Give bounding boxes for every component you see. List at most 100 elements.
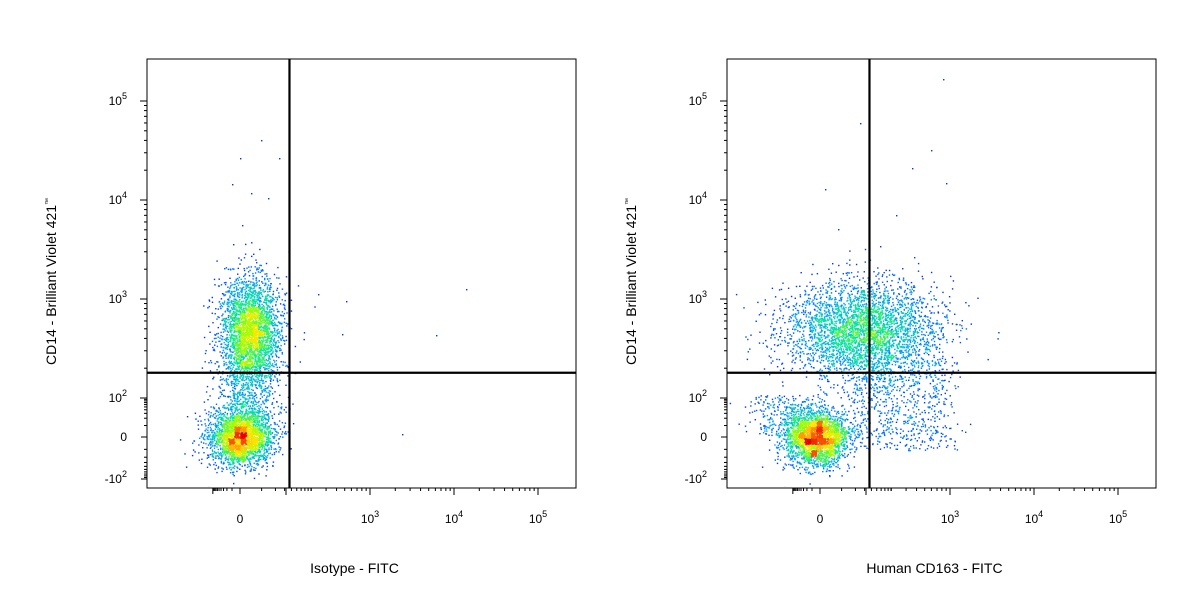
event-point <box>221 467 223 469</box>
event-point <box>249 424 251 427</box>
event-point <box>219 445 221 447</box>
event-point <box>248 438 251 441</box>
event-point <box>217 326 219 329</box>
event-point <box>209 426 212 429</box>
event-point <box>235 319 238 321</box>
event-point <box>233 323 235 325</box>
event-point <box>226 412 229 415</box>
event-point <box>239 438 241 440</box>
event-point <box>227 458 229 460</box>
event-point <box>248 388 251 390</box>
event-point <box>272 313 274 315</box>
event-point <box>261 425 264 427</box>
event-point <box>250 266 252 268</box>
event-point <box>233 268 235 270</box>
event-point <box>287 375 289 377</box>
event-point <box>248 355 251 357</box>
event-point <box>211 436 213 438</box>
event-point <box>209 438 212 440</box>
event-point <box>255 416 257 418</box>
event-point <box>244 294 247 296</box>
event-point <box>235 447 237 449</box>
event-point <box>240 359 243 361</box>
event-point <box>231 442 234 444</box>
event-point <box>258 267 260 269</box>
event-point <box>208 299 210 301</box>
event-point <box>250 445 253 448</box>
event-point <box>233 346 236 348</box>
event-point <box>238 292 241 294</box>
event-point <box>238 439 240 442</box>
event-point <box>271 355 274 358</box>
event-point <box>207 418 209 420</box>
event-point <box>226 346 229 348</box>
event-point <box>238 305 240 308</box>
event-point <box>217 414 219 416</box>
event-point <box>241 422 243 425</box>
event-point <box>237 355 240 357</box>
event-point <box>210 412 212 414</box>
event-point <box>257 306 260 309</box>
event-point <box>253 312 256 315</box>
event-point <box>248 373 250 375</box>
event-point <box>244 459 246 461</box>
event-point <box>284 299 286 302</box>
event-point <box>224 347 226 349</box>
event-point <box>229 472 232 474</box>
event-point <box>244 444 246 447</box>
event-point <box>244 464 246 467</box>
event-point <box>225 424 228 426</box>
event-point <box>223 320 226 323</box>
event-point <box>239 325 242 327</box>
event-point <box>250 421 252 424</box>
event-point <box>268 357 270 359</box>
event-point <box>233 475 235 477</box>
event-point <box>213 463 215 466</box>
event-point <box>209 331 211 333</box>
event-point <box>262 342 264 345</box>
event-point <box>263 452 265 455</box>
event-point <box>284 294 287 296</box>
event-point <box>240 342 243 344</box>
event-point <box>242 439 244 442</box>
event-point <box>184 453 186 455</box>
event-point <box>246 466 249 468</box>
event-point <box>204 352 207 355</box>
event-point <box>229 466 231 468</box>
event-point <box>253 287 255 289</box>
event-point <box>234 349 236 351</box>
event-point <box>229 462 231 464</box>
event-point <box>246 424 249 426</box>
event-point <box>275 439 277 442</box>
event-point <box>253 353 255 355</box>
event-point <box>231 446 233 448</box>
event-point <box>241 327 243 329</box>
event-point <box>239 451 242 454</box>
event-point <box>257 321 259 324</box>
event-point <box>241 297 243 299</box>
event-point <box>243 345 245 347</box>
event-point <box>244 458 247 461</box>
event-point <box>226 425 228 427</box>
event-point <box>264 433 266 435</box>
event-point <box>303 338 305 341</box>
event-point <box>267 437 269 439</box>
event-point <box>229 443 231 446</box>
event-point <box>258 428 260 430</box>
event-point <box>254 436 256 439</box>
event-point <box>250 451 252 453</box>
event-point <box>265 323 267 326</box>
event-point <box>266 322 269 324</box>
event-point <box>238 257 240 259</box>
event-point <box>249 381 252 384</box>
event-point <box>248 411 250 413</box>
event-point <box>236 443 238 446</box>
event-point <box>229 362 231 364</box>
event-point <box>247 341 249 343</box>
event-point <box>251 332 253 335</box>
event-point <box>225 430 227 432</box>
event-point <box>218 407 220 409</box>
event-point <box>255 447 257 449</box>
event-point <box>268 431 270 433</box>
event-point <box>236 383 238 385</box>
